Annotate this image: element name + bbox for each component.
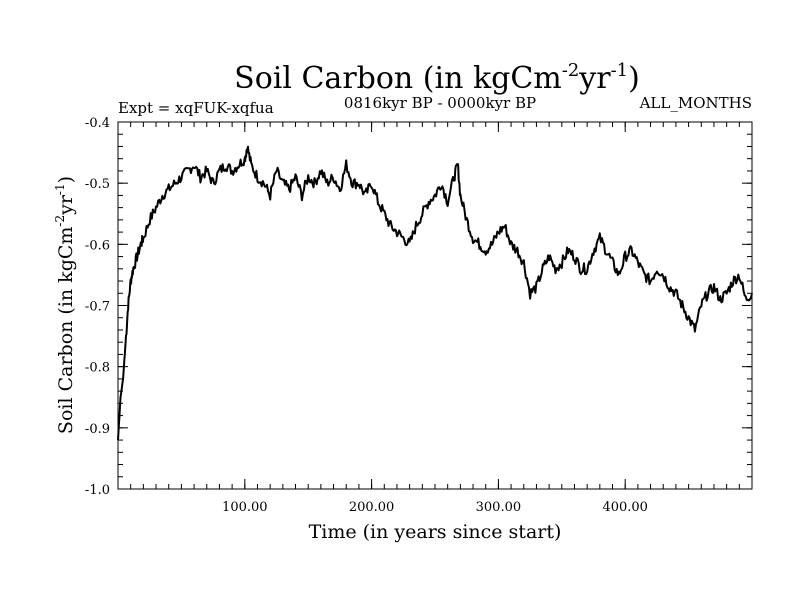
y-tick-label: -0.7 bbox=[85, 300, 110, 315]
x-tick-label: 300.00 bbox=[476, 500, 522, 515]
x-tick-label: 400.00 bbox=[602, 500, 648, 515]
y-tick-label: -0.4 bbox=[85, 116, 110, 131]
y-tick-label: -0.5 bbox=[85, 177, 110, 192]
y-tick-label: -0.9 bbox=[85, 422, 110, 437]
minor-ticks bbox=[118, 122, 752, 489]
y-tick-label: -0.8 bbox=[85, 361, 110, 376]
x-tick-label: 100.00 bbox=[222, 500, 268, 515]
chart-title: Soil Carbon (in kgCm-2yr-1) bbox=[234, 60, 640, 96]
months-label: ALL_MONTHS bbox=[639, 94, 752, 112]
y-tick-label: -0.6 bbox=[85, 238, 110, 253]
x-tick-label: 200.00 bbox=[349, 500, 395, 515]
x-axis-ticks: 100.00 200.00 300.00 400.00 bbox=[222, 122, 648, 515]
y-axis-label: Soil Carbon (in kgCm-2yr-1) bbox=[53, 176, 77, 434]
experiment-label: Expt = xqFUK-xqfua bbox=[118, 99, 274, 117]
plot-frame bbox=[117, 121, 753, 490]
series-line-soil-carbon bbox=[117, 145, 753, 441]
y-tick-label: -1.0 bbox=[85, 483, 110, 498]
period-label: 0816kyr BP - 0000kyr BP bbox=[344, 94, 536, 112]
y-axis-ticks: -1.0 -0.9 -0.8 -0.7 -0.6 -0.5 -0.4 bbox=[85, 116, 752, 498]
x-axis-label: Time (in years since start) bbox=[309, 521, 562, 543]
